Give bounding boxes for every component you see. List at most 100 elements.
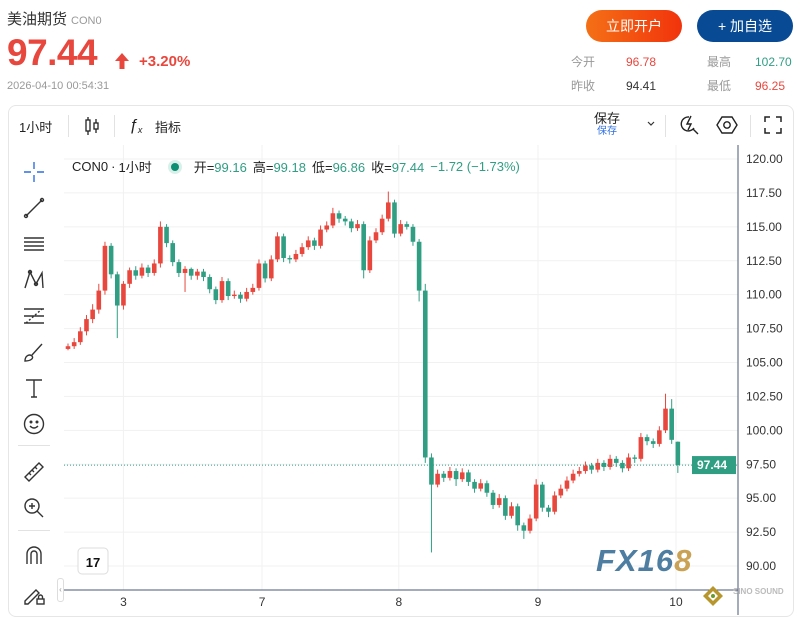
candle	[527, 514, 533, 534]
legend-symbol: CON0	[72, 159, 109, 174]
chart-card	[8, 105, 794, 617]
x-tick-label: 7	[259, 595, 266, 609]
ruler-icon[interactable]	[22, 460, 46, 484]
candle-body	[336, 213, 342, 219]
candle-body	[195, 271, 200, 276]
candle-body	[71, 342, 77, 347]
candle	[238, 291, 243, 303]
candle	[176, 259, 182, 278]
candlestick-icon[interactable]	[84, 113, 100, 139]
candle	[570, 469, 576, 484]
candle-body	[620, 462, 625, 469]
divider	[665, 115, 666, 137]
y-tick-label: 105.00	[746, 356, 783, 370]
candle	[441, 471, 447, 482]
candle	[429, 453, 434, 553]
candle-body	[644, 437, 650, 442]
candle	[379, 214, 385, 235]
candle-body	[663, 408, 668, 431]
candle	[170, 240, 176, 267]
chevron-down-icon[interactable]	[646, 120, 656, 128]
open-account-button[interactable]: 立即开户	[586, 10, 682, 42]
interval-selector[interactable]: 1小时	[19, 119, 53, 135]
candle	[490, 490, 496, 510]
legend-interval: 1小时	[118, 160, 152, 175]
horizontal-lines-icon[interactable]	[22, 232, 46, 256]
candle-body	[164, 226, 169, 244]
candle-body	[453, 471, 459, 480]
lock-drawing-icon[interactable]	[22, 582, 46, 606]
candle	[195, 268, 200, 280]
zoom-in-icon[interactable]	[22, 496, 46, 520]
candle	[102, 241, 108, 295]
save-label: 保存	[594, 111, 621, 126]
fx168-watermark-logo: FX168	[596, 543, 693, 578]
candle-body	[379, 218, 385, 233]
divider	[68, 115, 69, 137]
candle-body	[398, 224, 403, 234]
candle-body	[503, 498, 508, 516]
candle	[71, 338, 77, 349]
candle	[416, 239, 422, 302]
candle	[305, 236, 311, 250]
pattern-icon[interactable]	[22, 268, 46, 292]
high-value: 102.70	[755, 55, 792, 69]
candle-body	[176, 262, 182, 273]
candle	[466, 469, 471, 486]
candle	[188, 267, 194, 280]
tradingview-logo-text: 17	[86, 555, 100, 570]
candle	[373, 228, 379, 244]
candle-body	[466, 472, 471, 482]
collapse-toolbar-button[interactable]: ‹	[57, 578, 64, 602]
crosshair-icon[interactable]	[22, 160, 46, 184]
emoji-icon[interactable]	[22, 412, 46, 436]
x-tick-label: 8	[395, 595, 402, 609]
candle	[509, 502, 514, 519]
candle-body	[521, 525, 527, 531]
candle-body	[158, 226, 163, 264]
indicators-button[interactable]: 指标	[155, 119, 182, 135]
legend-open-label: 开=	[193, 160, 215, 175]
candle	[533, 479, 539, 522]
save-button[interactable]: 保存 保存	[594, 112, 620, 138]
candle-body	[330, 213, 336, 226]
candle	[361, 221, 366, 279]
candle-body	[675, 441, 681, 466]
candle-body	[589, 465, 594, 470]
candle-body	[133, 270, 139, 276]
candle	[453, 468, 459, 486]
last-price: 97.44	[7, 32, 98, 73]
candle	[336, 210, 342, 223]
candle-body	[182, 268, 188, 273]
candle	[268, 255, 274, 282]
candle	[540, 481, 545, 512]
brush-icon[interactable]	[22, 340, 46, 364]
y-tick-label: 115.00	[746, 220, 782, 234]
candle-body	[392, 202, 397, 234]
add-watchlist-button[interactable]: + 加自选	[697, 10, 793, 42]
quick-search-icon[interactable]	[678, 114, 700, 136]
last-price-label: 97.44	[697, 458, 727, 472]
fib-icon[interactable]	[22, 304, 46, 328]
candle-body	[84, 319, 89, 332]
prev-close-value: 94.41	[626, 79, 657, 93]
candle	[392, 199, 397, 238]
candle-body	[490, 492, 496, 505]
fullscreen-icon[interactable]	[764, 116, 782, 134]
candle	[262, 260, 268, 283]
candle-body	[349, 221, 354, 229]
candle-body	[244, 291, 249, 299]
candle-body	[441, 473, 447, 478]
candle-body	[601, 462, 607, 467]
settings-hexagon-icon[interactable]	[716, 114, 738, 136]
candle-body	[533, 484, 539, 519]
candle-body	[595, 462, 601, 470]
candle	[108, 243, 114, 279]
trend-line-icon[interactable]	[22, 196, 46, 220]
y-tick-label: 95.00	[746, 491, 776, 505]
magnet-icon[interactable]	[22, 544, 46, 568]
text-icon[interactable]	[22, 376, 46, 400]
candle	[133, 266, 139, 280]
